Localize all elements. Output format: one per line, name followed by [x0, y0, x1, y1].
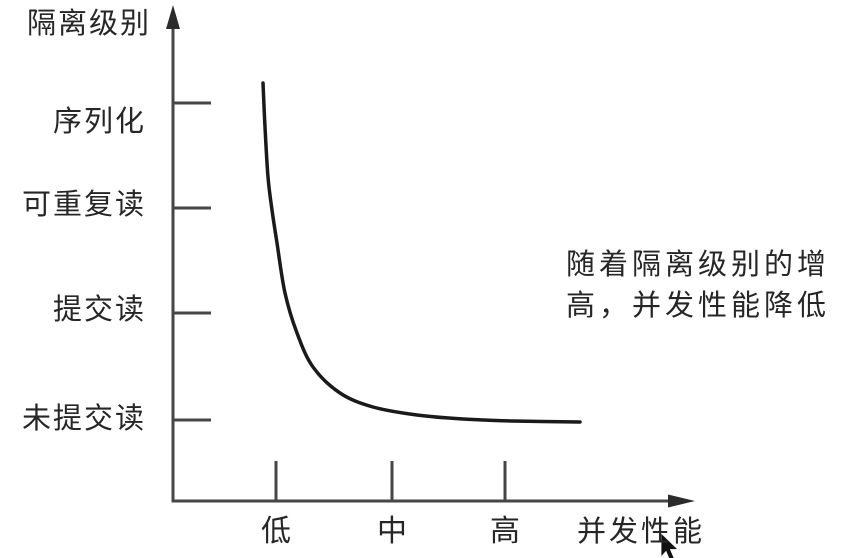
annotation-line-1: 随着隔离级别的增 [566, 249, 831, 281]
y-axis-title: 隔离级别 [27, 8, 152, 40]
x-axis-title: 并发性能 [577, 516, 706, 548]
annotation-text: 随着隔离级别的增 高，并发性能降低 [566, 245, 830, 327]
x-tick-label-high: 高 [490, 515, 520, 548]
y-tick-label-read-committed: 提交读 [52, 294, 146, 326]
x-axis-arrow-icon [668, 494, 695, 508]
y-axis-arrow-icon [166, 5, 180, 29]
x-tick-label-low: 低 [261, 515, 291, 548]
mouse-cursor-icon [660, 532, 679, 558]
isolation-performance-curve [261, 81, 582, 424]
y-tick-label-serializable: 序列化 [52, 106, 146, 138]
y-tick-label-repeatable-read: 可重复读 [21, 189, 146, 221]
x-tick-label-medium: 中 [377, 515, 407, 548]
annotation-line-2: 高，并发性能降低 [566, 290, 831, 322]
y-tick-label-read-uncommitted: 未提交读 [21, 403, 146, 435]
